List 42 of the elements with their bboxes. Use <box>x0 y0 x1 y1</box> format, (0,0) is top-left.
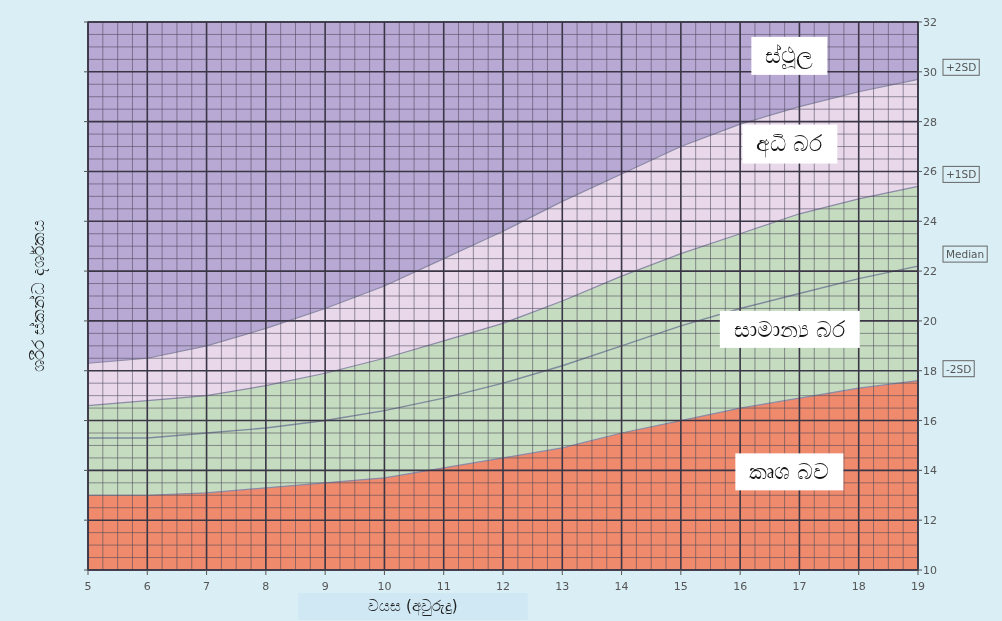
x-tick-label: 12 <box>496 580 510 593</box>
x-tick-label: 11 <box>436 580 451 593</box>
y-tick-label: 30 <box>923 65 937 79</box>
x-tick-label: 18 <box>851 580 866 593</box>
x-tick-label: 16 <box>733 580 748 593</box>
y-tick-label: 24 <box>923 215 937 229</box>
x-tick-label: 9 <box>321 580 329 593</box>
x-tick-label: 5 <box>84 580 92 593</box>
y-tick-label: 12 <box>923 514 937 528</box>
y-axis-title: ශරීර ස්කන්ධ දර්ශකය <box>28 220 49 372</box>
x-tick-label: 10 <box>377 580 392 593</box>
y-tick-label: 26 <box>923 165 937 179</box>
annotation: අධි බර <box>756 130 824 158</box>
annotation: ස්ථූල <box>751 36 828 75</box>
x-tick-label: 13 <box>555 580 570 593</box>
annotation: අධි බර <box>742 124 838 164</box>
line-series <box>87 265 919 439</box>
y-tick-label: 10 <box>923 564 937 577</box>
annotation: සාමාන්‍ය බර <box>733 316 846 342</box>
annotation: ස්ථූල <box>765 42 814 69</box>
x-tick-label: 14 <box>614 580 629 593</box>
text: +1SD <box>946 168 977 181</box>
annotation: සාමාන්‍ය බර <box>719 310 860 348</box>
x-axis-title: වයස (අවුරුදු) <box>368 597 458 616</box>
text: Median <box>946 248 985 261</box>
y-tick-label: 32 <box>923 16 937 29</box>
text: +2SD <box>946 61 977 74</box>
x-tick-label: 6 <box>143 580 151 593</box>
annotation: කෘශ බව <box>749 459 830 485</box>
x-tick-label: 19 <box>911 580 925 593</box>
y-tick-label: 28 <box>923 115 937 129</box>
x-tick-label: 8 <box>262 580 270 593</box>
annotation: කෘශ බව <box>735 453 844 491</box>
y-tick-label: 20 <box>923 314 937 328</box>
x-tick-label: 17 <box>792 580 807 593</box>
y-tick-label: 18 <box>923 364 937 378</box>
x-tick-label: 15 <box>673 580 688 593</box>
y-tick-label: 22 <box>923 265 937 279</box>
x-tick-label: 7 <box>203 580 211 593</box>
y-tick-label: 16 <box>923 414 937 428</box>
text: -2SD <box>946 362 972 375</box>
y-tick-label: 14 <box>923 464 937 478</box>
